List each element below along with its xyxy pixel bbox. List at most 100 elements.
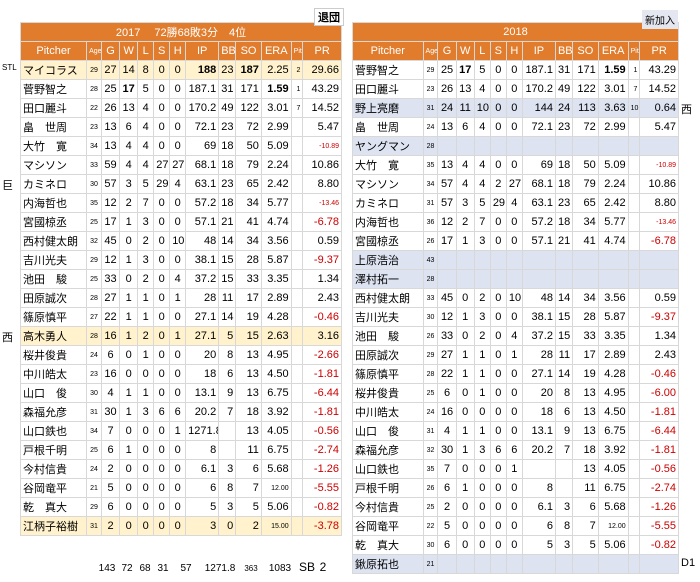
right-cell-s: 0	[489, 364, 507, 384]
left-cell-ip: 57.2	[185, 193, 220, 213]
left-cell-so: 65	[235, 174, 262, 194]
right-cell-l: 0	[473, 459, 491, 479]
left-cell-g: 5	[100, 478, 121, 498]
right-pitcher-row: 上原浩治 43	[352, 250, 679, 270]
left-cell-era: 5.09	[260, 136, 292, 156]
right-cell-pit: 1	[627, 60, 641, 80]
right-header-cell: Pitcher	[352, 41, 424, 61]
left-cell-l: 2	[137, 326, 155, 346]
left-cell-s: 6	[153, 402, 171, 422]
right-cell-pit	[627, 402, 641, 422]
left-cell-pit	[290, 421, 304, 441]
left-cell-name: 田口麗斗	[19, 98, 88, 118]
left-cell-h: 1	[169, 326, 187, 346]
left-cell-age: 33	[86, 155, 102, 175]
left-cell-pr: -1.26	[302, 459, 342, 479]
right-cell-h: 0	[505, 535, 523, 555]
right-cell-name: 上原浩治	[352, 250, 424, 270]
left-cell-name: 宮國椋丞	[19, 212, 88, 232]
right-cell-s: 0	[489, 155, 507, 175]
left-cell-h: 4	[169, 174, 187, 194]
left-side-label: STL	[2, 62, 17, 72]
right-cell-era: 4.95	[597, 383, 629, 403]
left-cell-w: 0	[119, 478, 139, 498]
right-cell-w: 11	[455, 98, 475, 118]
left-cell-pit	[290, 478, 304, 498]
right-cell-h: 0	[505, 307, 523, 327]
right-cell-pr: 14.52	[639, 79, 679, 99]
right-cell-era: 1.59	[597, 60, 629, 80]
left-cell-era: 5.77	[260, 193, 292, 213]
right-cell-bb: 8	[554, 383, 574, 403]
left-pitcher-row: 桜井俊貴 24 6 0 1 0 0 20 8 13 4.95 -2.66	[19, 345, 342, 365]
right-cell-w: 6	[455, 117, 475, 137]
left-cell-s: 0	[153, 60, 171, 80]
right-cell-era: 2.89	[597, 345, 629, 365]
right-cell-so: 17	[572, 345, 599, 365]
right-cell-pit: 10	[627, 98, 641, 118]
left-cell-ip: 20	[185, 345, 220, 365]
right-cell-era: 5.68	[597, 497, 629, 517]
right-cell-name: 菅野智之	[352, 60, 424, 80]
right-cell-s: 0	[489, 212, 507, 232]
left-cell-g: 6	[100, 497, 121, 517]
right-cell-name: 吉川光夫	[352, 307, 424, 327]
left-header-cell: ERA	[260, 41, 292, 61]
right-cell-l: 4	[473, 117, 491, 137]
left-cell-so: 19	[235, 307, 262, 327]
right-cell-g: 33	[437, 326, 457, 346]
right-cell-g	[437, 269, 457, 289]
left-cell-pit	[290, 402, 304, 422]
left-cell-ip: 37.2	[185, 269, 220, 289]
right-cell-pr: -6.00	[639, 383, 679, 403]
right-cell-name: 桜井俊貴	[352, 383, 424, 403]
left-header-cell: IP	[185, 41, 220, 61]
right-cell-age: 25	[422, 383, 439, 403]
right-cell-pr	[639, 269, 679, 289]
left-pitcher-row: 中川皓太 23 16 0 0 0 0 18 6 13 4.50 -1.81	[19, 364, 342, 384]
left-cell-age: 30	[86, 174, 102, 194]
right-cell-h: 6	[505, 440, 523, 460]
left-cell-name: 今村信貴	[19, 459, 88, 479]
right-pitcher-row: 菅野智之 29 25 17 5 0 0 187.1 31 171 1.59 1 43.29	[352, 60, 679, 80]
left-cell-era: 6.75	[260, 383, 292, 403]
right-cell-g: 27	[437, 345, 457, 365]
left-cell-pit: 1	[290, 79, 304, 99]
right-pitcher-row: カミネロ 31 57 3 5 29 4 63.1 23 65 2.42 8.80	[352, 193, 679, 213]
left-cell-era: 6.75	[260, 440, 292, 460]
right-cell-age: 30	[422, 307, 439, 327]
left-cell-pr: -13.46	[302, 193, 342, 213]
right-cell-era: 5.77	[597, 212, 629, 232]
left-cell-ip: 5	[185, 497, 220, 517]
left-cell-h: 0	[169, 117, 187, 137]
right-cell-bb: 23	[554, 193, 574, 213]
right-cell-g: 25	[437, 60, 457, 80]
right-cell-pit	[627, 212, 641, 232]
right-header-cell: PR	[639, 41, 679, 61]
right-cell-name: 山口 俊	[352, 421, 424, 441]
left-cell-pr: -10.89	[302, 136, 342, 156]
left-cell-name: 内海哲也	[19, 193, 88, 213]
left-cell-g: 13	[100, 136, 121, 156]
left-pitcher-row: 池田 駿 25 33 0 2 0 4 37.2 15 33 3.35 1.34	[19, 269, 342, 289]
right-cell-s: 0	[489, 383, 507, 403]
left-cell-l: 0	[137, 516, 155, 536]
left-cell-age: 31	[86, 516, 102, 536]
right-cell-age: 31	[422, 421, 439, 441]
right-cell-pr	[639, 136, 679, 156]
left-cell-w: 0	[119, 231, 139, 251]
left-cell-bb: 7	[218, 402, 237, 422]
left-header-cell: Pit	[290, 41, 304, 61]
left-cell-s: 0	[153, 364, 171, 384]
left-cell-pr: -0.46	[302, 307, 342, 327]
left-cell-h: 0	[169, 212, 187, 232]
right-pitcher-row: 森福允彦 32 30 1 3 6 6 20.2 7 18 3.92 -1.81	[352, 440, 679, 460]
left-cell-g: 27	[100, 60, 121, 80]
left-cell-age: 34	[86, 136, 102, 156]
left-cell-bb: 3	[218, 459, 237, 479]
right-cell-so: 13	[572, 459, 599, 479]
right-cell-era: 4.05	[597, 459, 629, 479]
left-cell-pit	[290, 326, 304, 346]
right-cell-pr: -0.46	[639, 364, 679, 384]
right-cell-era: 4.28	[597, 364, 629, 384]
